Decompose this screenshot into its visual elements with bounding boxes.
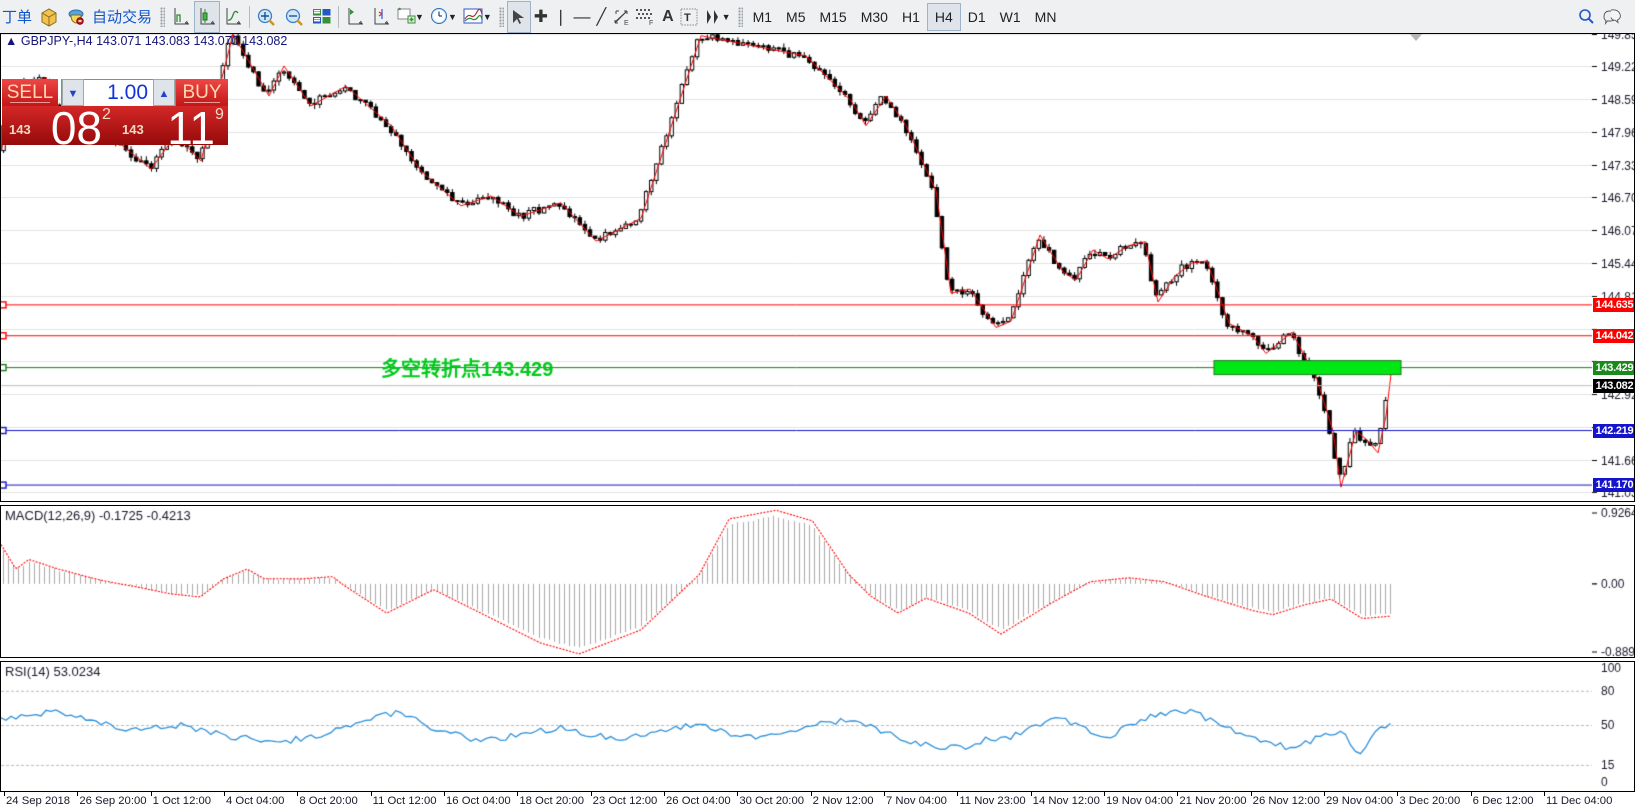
svg-text:E: E [624, 20, 629, 26]
svg-text:F: F [649, 20, 653, 25]
svg-text:T: T [684, 12, 691, 24]
